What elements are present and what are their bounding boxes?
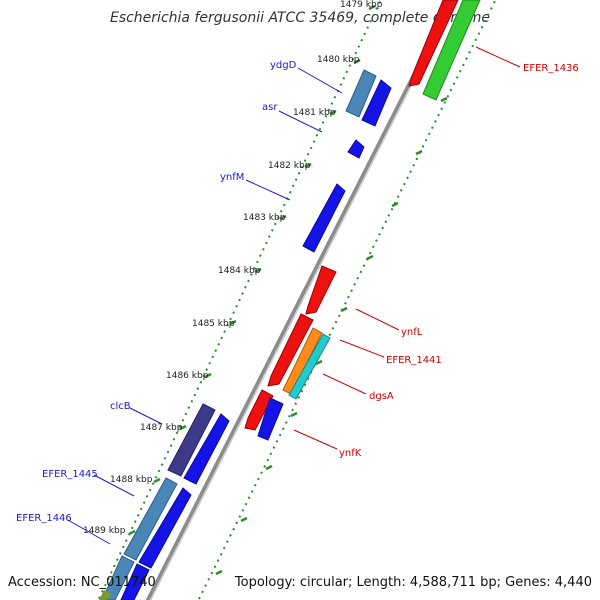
genome-backbone-highlight	[149, 0, 456, 600]
gene-ynfM[interactable]	[302, 183, 346, 253]
tick-label: 1488 kbp	[110, 475, 153, 485]
tick-group-1484: 1484 kbp	[218, 266, 262, 276]
label-group-asr[interactable]: asr	[262, 102, 323, 133]
tick-label: 1485 kbp	[192, 319, 235, 329]
label-group-EFER_1446[interactable]: EFER_1446	[16, 513, 111, 545]
gene-label-ynfK[interactable]: ynfK	[339, 448, 362, 459]
gene-label-EFER_1446[interactable]: EFER_1446	[16, 513, 72, 524]
label-group-ydgD[interactable]: ydgD	[270, 60, 343, 94]
tick-label: 1486 kbp	[166, 371, 209, 381]
tick-group-1487: 1487 kbp	[140, 423, 187, 433]
accession-text: Accession: NC_011740	[8, 575, 156, 590]
gene-label-EFER_1441[interactable]: EFER_1441	[386, 355, 442, 366]
label-group-EFER_1441[interactable]: EFER_1441	[339, 339, 442, 366]
tick-ruler-right	[197, 0, 497, 600]
gene-ynfL[interactable]	[267, 313, 314, 387]
gene-label-asr[interactable]: asr	[262, 102, 278, 113]
gene-label-ynfL[interactable]: ynfL	[401, 327, 423, 338]
tick-ruler-left	[97, 0, 382, 600]
label-group-ynfK[interactable]: ynfK	[293, 429, 362, 459]
map-title: Escherichia fergusonii ATCC 35469, compl…	[110, 10, 490, 26]
tick-group-1482: 1482 kbp	[268, 161, 312, 171]
gene-ynfK[interactable]	[257, 397, 284, 441]
tick-label: 1482 kbp	[268, 161, 311, 171]
gene-label-EFER_1445[interactable]: EFER_1445	[42, 469, 98, 480]
label-group-ynfL[interactable]: ynfL	[355, 308, 423, 338]
gene-EFER_1441[interactable]	[288, 333, 331, 400]
gene-EFER_1445-partner[interactable]	[138, 487, 192, 569]
tick-group-1485: 1485 kbp	[192, 319, 237, 329]
tick-group-1486: 1486 kbp	[166, 371, 212, 381]
tick-label: 1484 kbp	[218, 266, 261, 276]
tick-group-1483: 1483 kbp	[243, 213, 287, 223]
gene-label-ydgD[interactable]: ydgD	[270, 60, 297, 71]
gene-EFER_1446-partner[interactable]	[120, 563, 150, 600]
label-group-EFER_1436[interactable]: EFER_1436	[475, 46, 579, 74]
tick-group-1481: 1481 kbp	[293, 108, 337, 118]
tick-label: 1489 kbp	[83, 526, 126, 536]
gene-red-top[interactable]	[408, 0, 459, 87]
tick-group-1489: 1489 kbp	[83, 526, 136, 536]
gene-red-small[interactable]	[305, 265, 337, 315]
gene-label-clcB[interactable]: clcB	[110, 401, 131, 412]
tick-group-1480: 1480 kbp	[317, 55, 361, 65]
gene-clcB-partner[interactable]	[183, 413, 230, 485]
tick-label: 1483 kbp	[243, 213, 286, 223]
gene-EFER_1446[interactable]	[101, 555, 135, 600]
gene-label-dgsA[interactable]: dgsA	[369, 391, 394, 402]
genome-summary-text: Topology: circular; Length: 4,588,711 bp…	[234, 575, 592, 590]
tick-label: 1480 kbp	[317, 55, 360, 65]
label-group-EFER_1445[interactable]: EFER_1445	[42, 469, 135, 497]
label-group-clcB[interactable]: clcB	[110, 401, 163, 425]
gene-ydgD[interactable]	[345, 69, 377, 118]
label-group-dgsA[interactable]: dgsA	[322, 373, 394, 402]
genome-backbone	[145, 0, 456, 600]
gene-asr-upper[interactable]	[361, 79, 392, 127]
gene-asr-lower[interactable]	[347, 139, 365, 159]
tick-label: 1481 kbp	[293, 108, 336, 118]
tick-label: 1487 kbp	[140, 423, 183, 433]
label-group-ynfM[interactable]: ynfM	[220, 172, 291, 201]
tick-label: 1479 kbp	[340, 0, 383, 10]
gene-label-EFER_1436[interactable]: EFER_1436	[523, 63, 579, 74]
gene-EFER_1436[interactable]	[422, 0, 481, 101]
tick-group-1479: 1479 kbp	[340, 0, 383, 11]
gene-EFER_1445[interactable]	[123, 477, 178, 561]
tick-group-1488: 1488 kbp	[110, 475, 161, 485]
gene-green-stub	[99, 590, 112, 600]
right-ruler-ticks	[215, 96, 448, 576]
gene-clcB[interactable]	[167, 403, 216, 477]
gene-red-lower[interactable]	[244, 389, 274, 431]
gene-label-ynfM[interactable]: ynfM	[220, 172, 244, 183]
